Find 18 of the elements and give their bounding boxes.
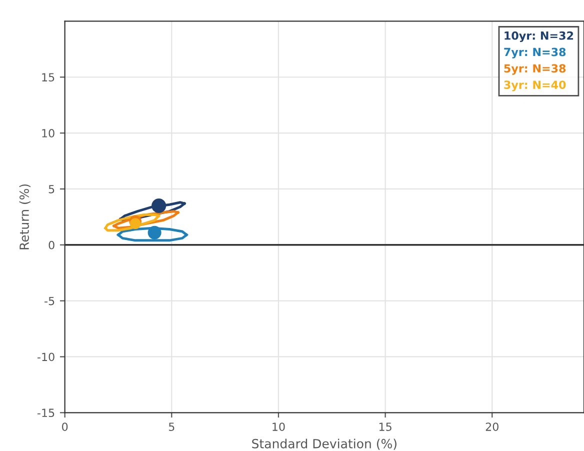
y-tick-label: 10 (42, 129, 54, 138)
y-tick-label: -10 (38, 352, 54, 362)
x-tick-label: 0 (62, 422, 68, 431)
y-tick-label: 0 (48, 240, 54, 250)
x-tick-label: 15 (379, 422, 392, 431)
text: 7yr: N=38 (504, 48, 566, 58)
x-tick-label: 20 (486, 422, 498, 431)
x-tick-label: 10 (272, 422, 285, 431)
y-tick-label: -15 (38, 408, 54, 418)
y-axis-title: Return (%) (19, 184, 30, 250)
x-tick-label: 5 (168, 422, 174, 431)
text: 3yr: N=40 (504, 80, 566, 92)
text: 5yr: N=38 (504, 64, 566, 75)
y-tick-label: 5 (48, 185, 54, 194)
y-tick-label: 15 (42, 73, 54, 82)
y-tick-label: -5 (44, 296, 54, 306)
x-axis-title: Standard Deviation (%) (252, 438, 396, 450)
text: 10yr: N=32 (504, 31, 574, 42)
